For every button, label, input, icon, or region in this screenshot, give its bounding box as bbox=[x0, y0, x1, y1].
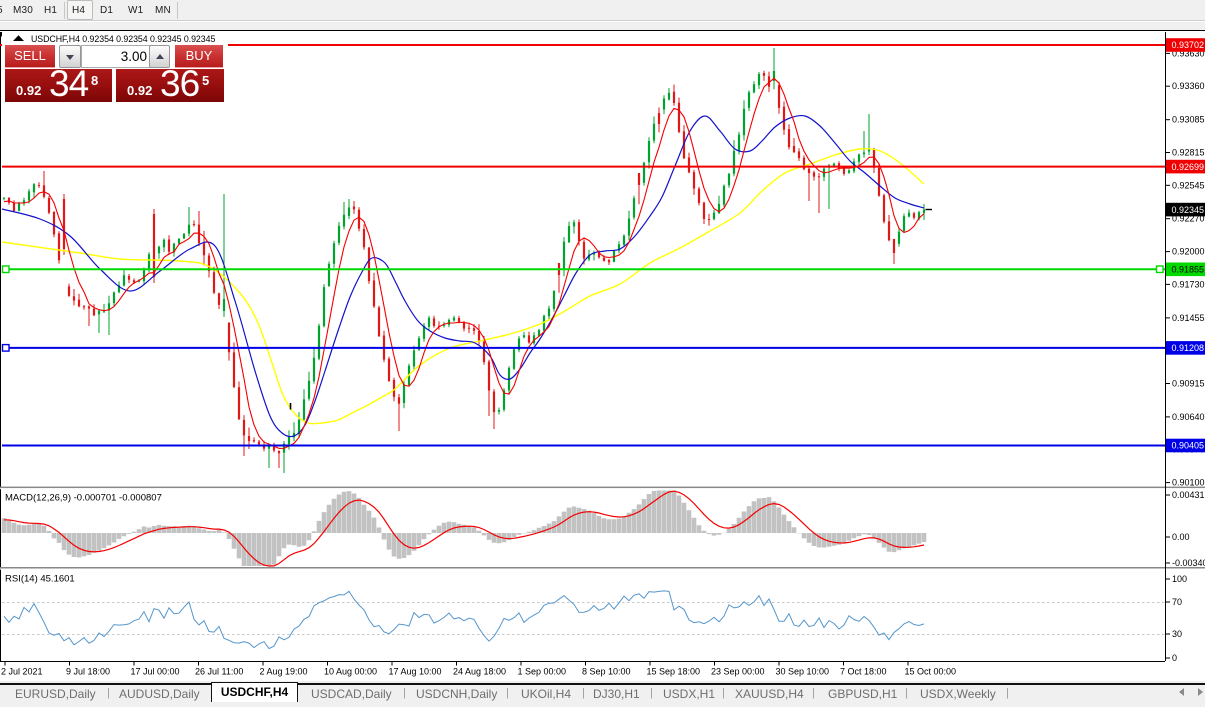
svg-text:30: 30 bbox=[1172, 629, 1182, 639]
svg-text:0.92699: 0.92699 bbox=[1172, 162, 1205, 172]
svg-text:1 Sep 00:00: 1 Sep 00:00 bbox=[518, 667, 567, 677]
svg-text:0.91855: 0.91855 bbox=[1172, 265, 1205, 275]
svg-text:10 Aug 00:00: 10 Aug 00:00 bbox=[324, 667, 377, 677]
svg-text:0.92345: 0.92345 bbox=[1172, 205, 1205, 215]
svg-text:0: 0 bbox=[1172, 653, 1177, 663]
svg-text:0.90100: 0.90100 bbox=[1172, 478, 1205, 488]
svg-text:100: 100 bbox=[1172, 574, 1187, 584]
svg-text:2 Aug 19:00: 2 Aug 19:00 bbox=[260, 667, 308, 677]
svg-text:0.92000: 0.92000 bbox=[1172, 247, 1205, 257]
svg-text:8 Sep 10:00: 8 Sep 10:00 bbox=[582, 667, 631, 677]
svg-text:17 Aug 10:00: 17 Aug 10:00 bbox=[389, 667, 442, 677]
svg-text:26 Jul 11:00: 26 Jul 11:00 bbox=[195, 667, 243, 677]
svg-text:0.91455: 0.91455 bbox=[1172, 313, 1205, 323]
svg-text:RSI(14) 45.1601: RSI(14) 45.1601 bbox=[5, 574, 75, 585]
svg-text:0.93360: 0.93360 bbox=[1172, 81, 1205, 91]
svg-text:15 Sep 18:00: 15 Sep 18:00 bbox=[647, 667, 701, 677]
svg-text:0.91208: 0.91208 bbox=[1172, 343, 1205, 353]
svg-text:0.92545: 0.92545 bbox=[1172, 180, 1205, 190]
svg-text:0.90405: 0.90405 bbox=[1172, 441, 1205, 451]
svg-text:0.00431: 0.00431 bbox=[1172, 490, 1205, 500]
svg-text:0.90915: 0.90915 bbox=[1172, 379, 1205, 389]
svg-text:0.93702: 0.93702 bbox=[1172, 40, 1205, 50]
svg-text:USDCHF,H4 0.92354 0.92354 0.9: USDCHF,H4 0.92354 0.92354 0.92345 0.9234… bbox=[31, 34, 215, 44]
svg-text:0.93085: 0.93085 bbox=[1172, 115, 1205, 125]
svg-text:0.93630: 0.93630 bbox=[1172, 48, 1205, 58]
svg-text:9 Jul 18:00: 9 Jul 18:00 bbox=[66, 667, 110, 677]
svg-text:-0.00340: -0.00340 bbox=[1172, 558, 1205, 568]
svg-text:0.00: 0.00 bbox=[1172, 532, 1190, 542]
svg-text:0.92270: 0.92270 bbox=[1172, 214, 1205, 224]
svg-text:30 Sep 10:00: 30 Sep 10:00 bbox=[776, 667, 830, 677]
svg-text:0.92815: 0.92815 bbox=[1172, 148, 1205, 158]
svg-text:70: 70 bbox=[1172, 597, 1182, 607]
svg-text:0.90640: 0.90640 bbox=[1172, 412, 1205, 422]
svg-text:0.91730: 0.91730 bbox=[1172, 279, 1205, 289]
svg-text:7 Oct 18:00: 7 Oct 18:00 bbox=[840, 667, 887, 677]
svg-text:17 Jul 00:00: 17 Jul 00:00 bbox=[131, 667, 180, 677]
svg-text:15 Oct 00:00: 15 Oct 00:00 bbox=[905, 667, 957, 677]
svg-text:23 Sep 00:00: 23 Sep 00:00 bbox=[711, 667, 765, 677]
svg-text:24 Aug 18:00: 24 Aug 18:00 bbox=[453, 667, 506, 677]
svg-text:2 Jul 2021: 2 Jul 2021 bbox=[1, 667, 43, 677]
svg-text:MACD(12,26,9) -0.000701 -0.000: MACD(12,26,9) -0.000701 -0.000807 bbox=[5, 493, 162, 504]
